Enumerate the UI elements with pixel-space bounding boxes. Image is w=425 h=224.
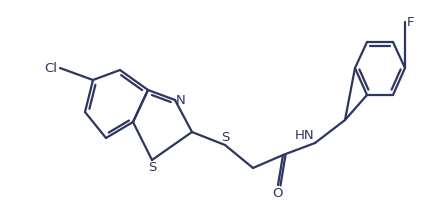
Text: S: S	[148, 161, 156, 174]
Text: HN: HN	[295, 129, 314, 142]
Text: S: S	[221, 131, 229, 144]
Text: Cl: Cl	[44, 62, 57, 75]
Text: O: O	[273, 187, 283, 200]
Text: N: N	[176, 93, 186, 106]
Text: F: F	[407, 15, 414, 28]
